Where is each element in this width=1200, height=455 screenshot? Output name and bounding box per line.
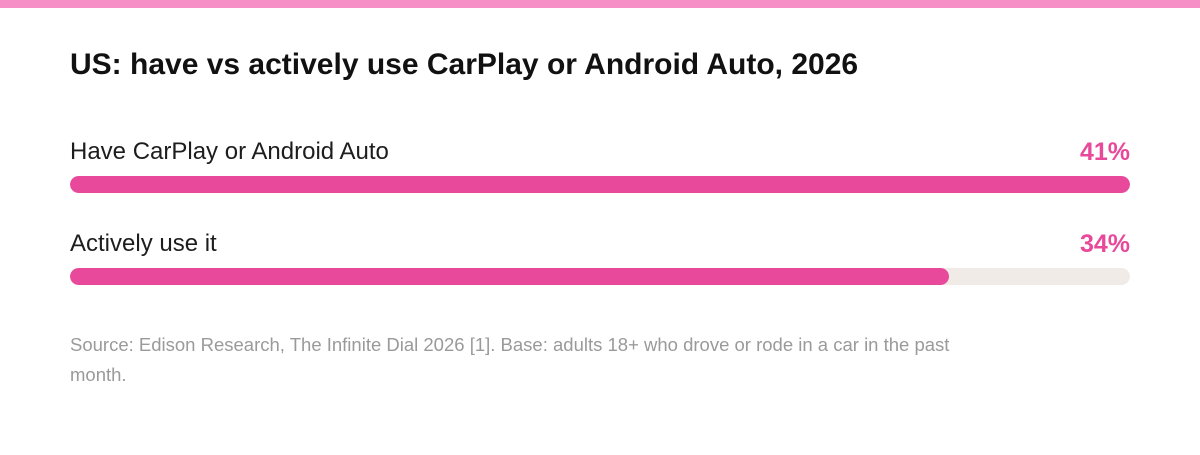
- source-note: Source: Edison Research, The Infinite Di…: [70, 334, 950, 385]
- bar-fill-have: [70, 176, 1130, 193]
- bar-track-have: [70, 176, 1130, 193]
- bar-value-label-have: 41%: [1079, 138, 1130, 166]
- chart-title: US: have vs actively use CarPlay or Andr…: [70, 48, 859, 81]
- bar-label-have: Have CarPlay or Android Auto: [70, 138, 389, 165]
- bar-fill-actively-use: [70, 268, 950, 285]
- bar-track-actively-use: [70, 268, 1130, 285]
- top-accent-stripe: [0, 0, 1200, 8]
- bar-value-label-actively-use: 34%: [1079, 230, 1130, 258]
- bar-label-actively-use: Actively use it: [70, 230, 217, 257]
